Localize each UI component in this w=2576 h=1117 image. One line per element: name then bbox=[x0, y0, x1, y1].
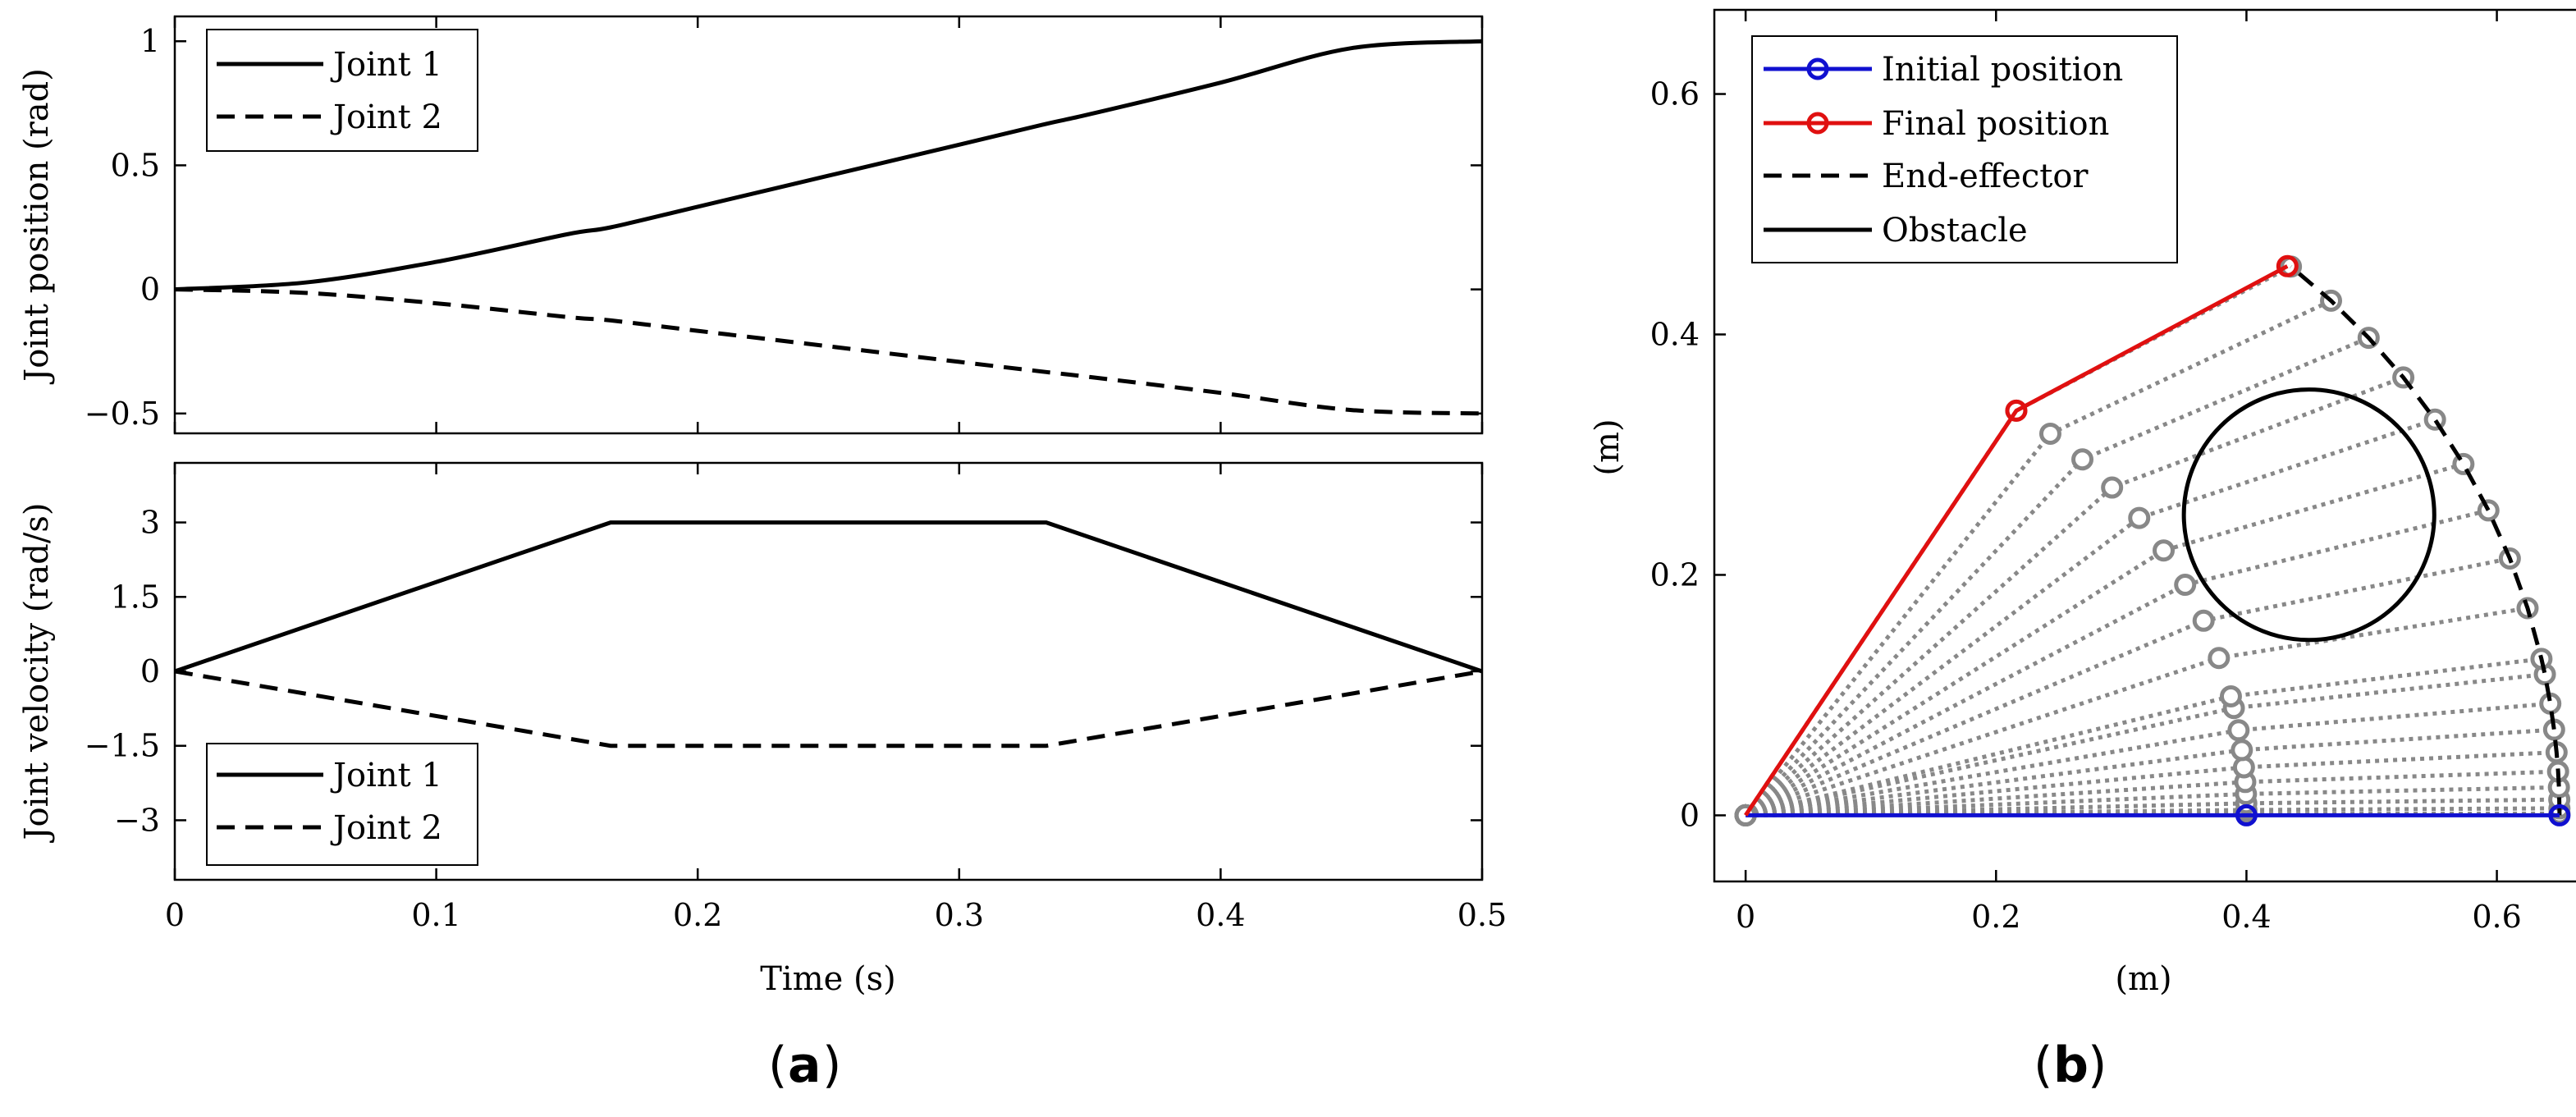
intermediate-arm bbox=[1744, 417, 2436, 817]
xtick-label: 0.4 bbox=[2221, 899, 2271, 935]
intermediate-joint-marker bbox=[2101, 476, 2124, 499]
intermediate-joint-marker bbox=[2038, 422, 2061, 445]
intermediate-joint-marker bbox=[2071, 448, 2094, 471]
chart-a-top: 1 0.5 0 −0.5 Joint position (rad) Joint 1 J… bbox=[18, 15, 1484, 435]
end-effector-path bbox=[2289, 264, 2562, 816]
ytick-label: −1.5 bbox=[85, 728, 160, 764]
ylabel-a-bottom: Joint velocity (rad/s) bbox=[18, 503, 56, 844]
series-joint1-velocity bbox=[175, 520, 1482, 674]
xtick-label: 0.2 bbox=[1971, 899, 2020, 935]
final-arm bbox=[1744, 264, 2289, 817]
intermediate-joint-marker bbox=[2231, 739, 2253, 762]
xtick-label: 0 bbox=[165, 897, 185, 933]
intermediate-arm bbox=[1744, 264, 2292, 817]
initial-joint-marker bbox=[2548, 803, 2571, 826]
initial-joint-marker bbox=[2235, 803, 2258, 826]
panel-letter-b: b bbox=[2053, 1037, 2089, 1094]
intermediate-arm bbox=[1745, 657, 2542, 817]
ytick-label: 1 bbox=[140, 23, 160, 59]
obstacle-circle bbox=[2181, 387, 2436, 643]
intermediate-joint-marker bbox=[2477, 499, 2500, 522]
ytick-label: −0.5 bbox=[85, 396, 160, 432]
legend-label-obstacle: Obstacle bbox=[1882, 212, 2028, 249]
intermediate-arm bbox=[1744, 461, 2464, 817]
plot-area-a-top bbox=[173, 15, 1484, 435]
ytick-label: 0 bbox=[1680, 797, 1700, 833]
final-configuration bbox=[1744, 254, 2299, 817]
ticks-b: 0 0.2 0.4 0.6 0 0.2 0.4 0.6 bbox=[1650, 10, 2522, 935]
final-joint-marker bbox=[2276, 254, 2299, 277]
svg-text:(: ( bbox=[2034, 1037, 2052, 1094]
ytick-label: −3 bbox=[114, 802, 160, 838]
legend-label-joint1-a-bottom: Joint 1 bbox=[330, 757, 442, 794]
ytick-label: 3 bbox=[140, 505, 160, 541]
final-joint-marker bbox=[2005, 399, 2028, 422]
ytick-label: 0.4 bbox=[1650, 317, 1700, 353]
intermediate-joint-marker bbox=[2227, 719, 2250, 742]
ytick-label: 0 bbox=[140, 272, 160, 308]
legend-a-bottom: Joint 1 Joint 2 bbox=[206, 743, 478, 866]
chart-a-bottom: 0 0.1 0.2 0.3 0.4 0.5 3 1.5 0 −1.5 −3 Joint veloci… bbox=[18, 461, 1507, 998]
ylabel-b: (m) bbox=[1589, 419, 1627, 475]
legend-label-joint2-a-bottom: Joint 2 bbox=[330, 809, 442, 847]
intermediate-joint-marker bbox=[2219, 684, 2242, 707]
ylabel-a-top: Joint position (rad) bbox=[18, 68, 56, 385]
series-joint1-position bbox=[175, 39, 1482, 292]
panel-label-a: ( a ) bbox=[768, 1037, 841, 1094]
legend-label-joint1-a-top: Joint 1 bbox=[330, 46, 442, 84]
xtick-label: 0.4 bbox=[1196, 897, 1245, 933]
ticks-a-bottom: 0 0.1 0.2 0.3 0.4 0.5 3 1.5 0 −1.5 −3 bbox=[85, 463, 1507, 933]
initial-configuration bbox=[1746, 803, 2571, 826]
xlabel-b: (m) bbox=[2115, 960, 2171, 998]
legend-label-end-effector: End-effector bbox=[1882, 158, 2089, 195]
chart-b: 0 0.2 0.4 0.6 0 0.2 0.4 0.6 (m) (m) Initial pos… bbox=[1589, 8, 2576, 998]
intermediate-configurations bbox=[1734, 255, 2571, 826]
legend-marker-final bbox=[1806, 112, 1829, 135]
intermediate-arm bbox=[1744, 508, 2489, 817]
intermediate-joint-marker bbox=[2174, 574, 2197, 597]
xtick-label: 0.3 bbox=[935, 897, 984, 933]
legend-box-a-bottom bbox=[206, 743, 478, 866]
legend-label-initial: Initial position bbox=[1882, 51, 2123, 89]
intermediate-arm bbox=[1745, 672, 2546, 817]
panel-label-b: ( b ) bbox=[2034, 1037, 2107, 1094]
legend-label-joint2-a-top: Joint 2 bbox=[330, 98, 442, 136]
xtick-label: 0.5 bbox=[1457, 897, 1507, 933]
intermediate-joint-marker bbox=[2192, 609, 2215, 632]
xlabel-a-bottom: Time (s) bbox=[760, 960, 896, 998]
ytick-label: 0.6 bbox=[1650, 76, 1700, 112]
series-joint2-velocity bbox=[175, 669, 1482, 748]
legend-a-top: Joint 1 Joint 2 bbox=[206, 29, 478, 152]
legend-b: Initial position Final position End-effe… bbox=[1751, 35, 2178, 263]
series-joint2-position bbox=[175, 287, 1482, 416]
xtick-label: 0.6 bbox=[2472, 899, 2521, 935]
intermediate-joint-marker bbox=[2208, 647, 2231, 670]
ticks-a-top: 1 0.5 0 −0.5 bbox=[85, 16, 1484, 433]
svg-text:(: ( bbox=[768, 1037, 787, 1094]
svg-text:): ) bbox=[822, 1037, 841, 1094]
ytick-label: 0.2 bbox=[1650, 556, 1700, 593]
legend-label-final: Final position bbox=[1882, 105, 2109, 143]
legend-box-a-top bbox=[206, 29, 478, 152]
intermediate-joint-marker bbox=[2153, 539, 2176, 562]
ytick-label: 0 bbox=[140, 653, 160, 689]
ytick-label: 1.5 bbox=[111, 579, 160, 615]
panel-letter-a: a bbox=[788, 1037, 821, 1094]
intermediate-arm bbox=[1744, 375, 2404, 817]
svg-text:): ) bbox=[2088, 1037, 2107, 1094]
plot-area-b bbox=[1713, 8, 2576, 883]
intermediate-joint-marker bbox=[2128, 506, 2151, 529]
ytick-label: 0.5 bbox=[111, 147, 160, 183]
xtick-label: 0.1 bbox=[411, 897, 460, 933]
intermediate-joint-marker bbox=[2232, 756, 2255, 779]
xtick-label: 0 bbox=[1736, 899, 1755, 935]
legend-marker-initial bbox=[1806, 57, 1829, 80]
xtick-label: 0.2 bbox=[673, 897, 722, 933]
